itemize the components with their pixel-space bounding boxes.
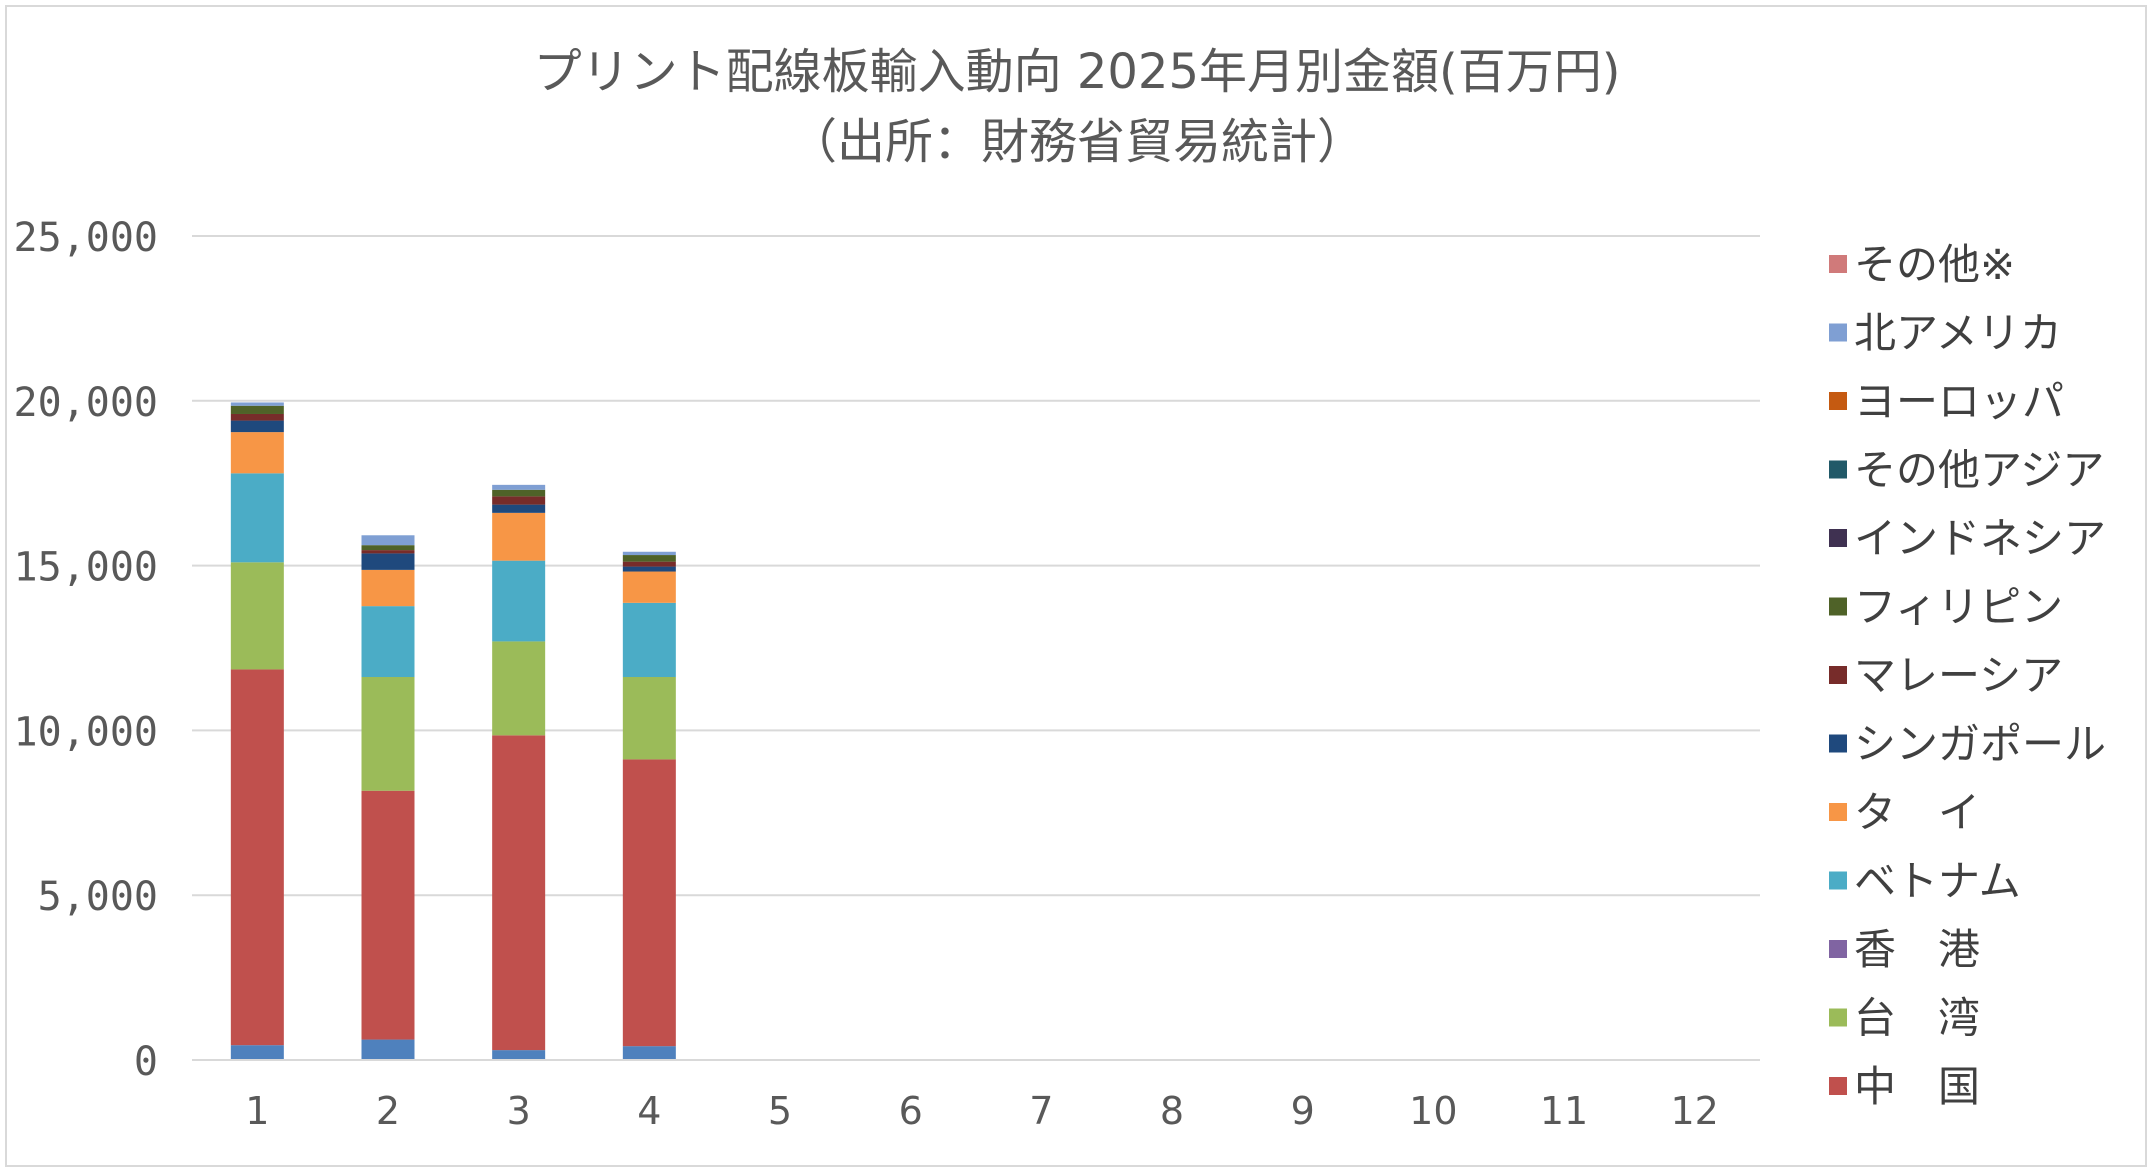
y-tick-label: 25,000 [14,215,159,261]
bar-segment [622,566,676,572]
bar-segment [492,504,546,513]
bar-segment [361,606,415,678]
bar-segment [622,551,676,556]
legend-label: フィリピン [1854,583,2063,632]
bar-segment [622,1046,676,1060]
bar-segment [622,555,676,562]
y-tick-label: 15,000 [14,545,159,591]
bar-segment [622,602,676,678]
bars [230,402,676,1060]
x-tick-label: 9 [1291,1089,1315,1133]
bar-segment [492,1050,546,1060]
bar-segment [492,560,546,642]
bar-segment [492,512,546,561]
legend: その他※ 北アメリカヨーロッパその他アジアインドネシアフィリピンマレーシアシンガポ… [1829,240,2106,1111]
bar-segment [361,569,415,607]
bar-segment [492,641,546,736]
legend-label: 台 湾 [1854,994,1980,1043]
legend-swatch [1829,529,1847,547]
chart-subtitle: （出所：財務省貿易統計） [789,114,1365,170]
bar-segment [622,571,676,603]
legend-swatch [1829,255,1847,273]
legend-label: 中 国 [1854,1062,1980,1111]
bar-segment [361,790,415,1040]
bar-segment [230,669,284,1046]
legend-swatch [1829,1077,1847,1095]
bar-segment [230,413,284,421]
bar-segment [361,1039,415,1060]
y-tick-label: 5,000 [38,874,158,920]
bar-segment [230,432,284,474]
grid-lines [192,235,1760,897]
legend-swatch [1829,666,1847,684]
x-axis-ticks: 1 2 3 4 5 6 7 8 9 10 11 12 [245,1089,1719,1133]
bar-segment [230,562,284,670]
y-tick-label: 0 [134,1039,158,1085]
bar-segment [230,1045,284,1060]
x-tick-label: 3 [507,1089,531,1133]
legend-label: その他アジア [1854,446,2104,495]
bar-segment [230,402,284,406]
legend-swatch [1829,323,1847,342]
legend-label: 北アメリカ [1854,309,2062,358]
x-tick-label: 1 [245,1089,269,1133]
x-tick-label: 2 [376,1089,400,1133]
x-tick-label: 12 [1670,1089,1718,1133]
bar-segment [492,735,546,1051]
x-tick-label: 7 [1029,1089,1053,1133]
legend-label: ベトナム [1854,857,2021,906]
bar-segment [492,489,546,497]
legend-swatch [1829,597,1847,616]
bar-segment [622,677,676,760]
legend-label: タ イ [1854,788,1980,837]
bar-segment [361,677,415,791]
bar-segment [361,535,415,546]
legend-swatch [1829,460,1847,479]
bar-segment [622,759,676,1047]
legend-swatch [1829,734,1847,753]
x-tick-label: 4 [637,1089,661,1133]
legend-label: ヨーロッパ [1854,377,2064,426]
legend-label: シンガポール [1854,720,2106,769]
legend-swatch [1829,940,1847,958]
bar-segment [492,484,546,490]
legend-swatch [1829,871,1847,890]
x-tick-label: 8 [1160,1089,1184,1133]
bar-segment [492,496,546,505]
y-tick-label: 20,000 [14,380,159,426]
bar-segment [622,561,676,567]
y-axis-ticks: 0 5,000 10,000 15,000 20,000 25,000 [14,215,159,1085]
legend-label: インドネシア [1854,514,2106,563]
bar-segment [361,553,415,570]
y-tick-label: 10,000 [14,709,159,755]
x-tick-label: 10 [1409,1089,1457,1133]
x-tick-label: 5 [768,1089,792,1133]
legend-swatch [1829,1008,1847,1027]
x-tick-label: 11 [1540,1089,1588,1133]
bar-segment [230,405,284,414]
legend-swatch [1829,392,1847,410]
bar-segment [361,545,415,551]
x-tick-label: 6 [899,1089,923,1133]
legend-swatch [1829,803,1847,821]
legend-label: その他※ [1854,240,2015,289]
bar-segment [361,550,415,554]
legend-label: マレーシア [1854,651,2063,700]
legend-label: 香 港 [1854,925,1980,974]
chart-title: プリント配線板輸入動向 2025年月別金額(百万円) [534,44,1621,100]
bar-segment [230,473,284,563]
bar-segment [230,420,284,433]
